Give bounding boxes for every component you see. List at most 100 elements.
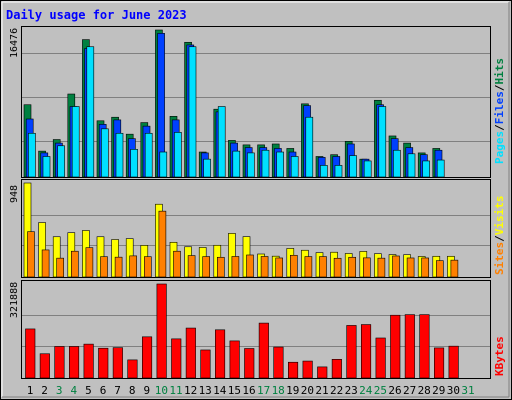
bar-kbytes-day-15 [229,340,240,379]
bar-pages-day-7 [115,132,124,178]
bar-sites-day-7 [114,256,123,278]
bar-pages-day-5 [86,46,95,178]
bar-kbytes-day-21 [317,366,328,379]
day-label-10: 10 [155,384,168,397]
bar-sites-day-18 [275,257,284,278]
bar-kbytes-day-3 [54,346,65,379]
day-label-25: 25 [374,384,387,397]
legend-pages: Pages [493,131,506,164]
bar-sites-day-6 [100,256,108,278]
panel-hits-frame [21,26,491,178]
bar-kbytes-day-17 [258,322,269,379]
day-label-12: 12 [184,384,197,397]
bar-kbytes-day-29 [433,347,445,379]
day-label-4: 4 [70,384,77,397]
bar-sites-day-24 [362,257,371,278]
day-labels: 1 2 3 4 5 6 7 8 9 10 11 12 13 14 15 16 17 18 19 20 21 22 23 24 2… [27,384,475,397]
bar-pages-day-27 [407,153,416,178]
bar-pages-day-8 [130,149,138,178]
bar-pages-day-4 [71,106,80,178]
day-label-14: 14 [213,384,227,397]
bar-pages-day-1 [28,132,36,178]
day-label-15: 15 [228,384,241,397]
bar-pages-day-20 [305,116,314,178]
bar-sites-day-12 [187,255,196,278]
panel-visits-frame [21,179,491,278]
bar-kbytes-day-9 [142,336,153,379]
day-label-31: 31 [461,384,474,397]
bar-sites-day-17 [260,256,269,278]
day-label-30: 30 [447,384,460,397]
bar-sites-day-5 [85,247,94,278]
bar-pages-day-22 [334,165,343,178]
bar-sites-day-25 [377,257,386,278]
bars [23,29,459,379]
bar-sites-day-27 [406,257,415,278]
day-label-29: 29 [432,384,445,397]
bar-sites-day-28 [421,257,430,278]
chart-title: Daily usage for June 2023 [6,8,187,22]
day-label-1: 1 [27,384,34,397]
bar-kbytes-day-2 [39,353,50,379]
bar-kbytes-day-11 [171,338,182,379]
bar-sites-day-16 [246,254,254,278]
bar-sites-day-30 [450,259,459,278]
bar-sites-day-20 [304,256,313,278]
panel-kbytes-frame [21,280,491,379]
panel-kbytes-axis-max: 321888 [9,282,20,318]
bar-kbytes-day-27 [404,314,415,379]
day-label-13: 13 [199,384,212,397]
day-label-5: 5 [85,384,92,397]
day-label-19: 19 [286,384,299,397]
day-label-20: 20 [301,384,314,397]
bar-pages-day-14 [217,106,226,178]
day-label-6: 6 [100,384,107,397]
bar-pages-day-3 [57,145,65,178]
bar-sites-day-29 [435,260,444,278]
legend-kbytes: KBytes [493,336,506,376]
bar-sites-day-3 [56,257,65,278]
bar-sites-day-10 [158,210,167,278]
bar-pages-day-11 [174,132,182,178]
day-label-2: 2 [41,384,48,397]
bar-pages-day-6 [101,128,109,178]
day-label-27: 27 [403,384,416,397]
bar-kbytes-day-22 [331,359,342,379]
bar-sites-day-23 [348,256,357,278]
panel-visits-axis-max: 948 [9,185,20,203]
legend-sites: Sites [493,242,506,275]
bar-kbytes-day-5 [83,343,94,379]
bar-sites-day-22 [333,257,342,278]
bar-sites-day-13 [202,256,210,278]
bar-pages-day-23 [349,155,357,178]
bar-pages-day-16 [247,152,255,178]
bar-pages-day-28 [422,160,430,178]
legend-sep-1: / [493,124,506,131]
legend-hits: Hits [493,58,506,85]
bar-pages-day-13 [203,158,211,178]
bar-pages-day-10 [159,151,168,178]
bar-kbytes-day-25 [375,337,386,379]
bar-kbytes-day-14 [215,329,226,379]
bar-kbytes-day-28 [419,314,430,379]
bar-kbytes-day-13 [200,349,211,379]
day-label-8: 8 [129,384,136,397]
bar-pages-day-18 [276,151,284,178]
bar-pages-day-17 [261,149,270,178]
bar-kbytes-day-6 [98,347,109,379]
bar-kbytes-day-26 [390,314,401,379]
day-label-21: 21 [315,384,328,397]
bar-sites-day-9 [144,256,152,278]
bar-pages-day-12 [188,46,197,178]
bar-kbytes-day-23 [346,325,357,379]
legend-visits: Visits [493,196,506,236]
bar-kbytes-day-30 [448,345,459,379]
bar-sites-day-1 [27,231,35,278]
day-label-28: 28 [418,384,431,397]
day-label-22: 22 [330,384,343,397]
bar-sites-day-26 [392,255,400,278]
bar-kbytes-day-20 [302,360,313,379]
day-label-24: 24 [359,384,373,397]
bar-pages-day-15 [232,150,241,178]
